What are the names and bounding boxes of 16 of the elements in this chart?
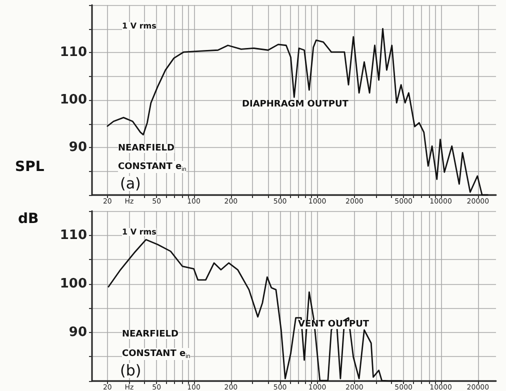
annotation: NEARFIELD xyxy=(118,144,174,154)
y-tick-label: 110 xyxy=(60,228,87,243)
annotation: (b) xyxy=(120,362,142,380)
annotation: 1 V rms xyxy=(122,22,157,30)
annotation: (a) xyxy=(120,174,141,192)
y-tick-label: 110 xyxy=(60,45,87,60)
y-tick-label: 90 xyxy=(68,324,87,340)
annotation: NEARFIELD xyxy=(122,330,178,340)
y-axis-title: SPL xyxy=(15,159,44,175)
y-tick-label: 100 xyxy=(60,92,87,108)
y-tick-label: 100 xyxy=(60,276,87,292)
annotation: DIAPHRAGM OUTPUT xyxy=(242,100,350,110)
annotation: VENT OUTPUT xyxy=(298,320,370,330)
annotation: 1 V rms xyxy=(122,228,157,236)
y-tick-label: 90 xyxy=(68,140,87,155)
y-axis-title: dB xyxy=(18,211,39,227)
